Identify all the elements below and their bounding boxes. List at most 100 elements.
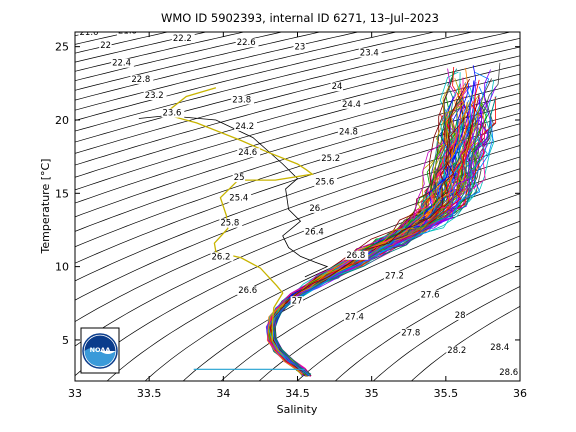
contour-label-halo [111,58,134,68]
contour-label-halo [219,218,243,228]
contour-label: 24.2 [235,122,254,132]
contour-label: 28 [455,311,466,321]
contour-label: 23.4 [360,49,379,59]
contour-label: 25.6 [315,178,334,188]
contour-label-halo [341,99,364,109]
contour-label: 28.6 [499,368,518,378]
contour-label-halo [99,41,112,51]
contour-label: 21.6 [80,28,99,38]
isopycnal-line [75,168,520,377]
isopycnal-line [144,193,520,381]
contour-label-halo [330,82,343,92]
isopycnal-line [220,220,520,381]
contour-label-halo [308,203,321,213]
contour-label-halo [290,296,303,306]
x-tick-label: 35.5 [434,387,459,400]
contour-label-halo [453,310,467,320]
contour-label: 25.8 [220,219,239,229]
profile-line [268,139,488,375]
isopycnal-line [410,305,520,381]
contour-label: 26 [309,204,320,214]
contour-label-halo [400,328,424,338]
contour-label: 25 [234,173,245,183]
noaa-logo-sky [84,335,116,351]
contour-label-halo [384,271,407,281]
isopycnal-line [75,32,512,143]
contour-label: 21.8 [118,27,137,37]
contour-label: 24.4 [342,100,361,110]
isopycnal-line [75,37,520,154]
contour-label-halo [235,38,259,48]
profile-line [271,117,494,376]
profile-line [273,98,496,376]
isopycnal-line [334,268,520,381]
isopycnal-line [258,235,520,381]
isopycnal-line [75,32,284,82]
isopycnal-line [75,32,208,63]
contour-label: 23.6 [163,109,182,119]
isopycnal-line [75,102,520,248]
isopycnal-line [75,32,436,121]
profile-line [267,102,468,375]
contour-label: 27.4 [345,312,364,322]
contour-label: 22 [100,41,111,51]
y-axis-title: Temperature [°C] [39,159,52,255]
profile-line [267,142,444,375]
contour-label-halo [344,312,367,322]
contour-label: 26.8 [346,251,365,261]
profile-line [273,94,480,375]
isopycnal-line [75,32,246,72]
y-tick-label: 10 [55,261,69,274]
contour-label: 28.4 [490,343,509,353]
x-tick-label: 35 [365,387,379,400]
x-axis-title: Salinity [277,403,318,416]
contour-label: 22.2 [173,34,192,44]
contour-label: 25.2 [321,154,340,164]
contour-label-halo [320,154,343,163]
contour-label: 27 [292,296,303,306]
contour-label-halo [303,227,327,237]
contour-label-halo [293,42,306,52]
contour-label-halo [143,91,167,100]
contour-label: 23.8 [232,95,251,105]
contour-label: 26.4 [305,227,324,237]
x-tick-label: 34.5 [285,387,310,400]
isopycnal-line [372,286,520,381]
x-tick-label: 33 [68,387,82,400]
contour-label-halo [419,290,443,300]
contour-label-halo [446,346,470,356]
contour-label-halo [130,74,154,84]
isopycnal-line [182,206,520,381]
contour-label-halo [171,33,195,43]
axis-ticks: 33 33.5 34 34.5 35 35.5 36 5 10 15 20 25 [55,32,527,400]
contour-label: 24.6 [238,148,257,158]
contour-label: 27.6 [421,290,440,300]
contour-label: 24.8 [339,128,358,138]
noaa-logo: NOAA [80,327,120,374]
contour-label-halo [78,32,102,37]
contour-label-halo [237,286,260,295]
isopycnal-line [75,32,474,132]
x-tick-label: 36 [513,387,527,400]
contour-label: 22.4 [112,59,131,69]
contour-label: 26.2 [212,252,231,262]
contour-label: 27.8 [401,329,420,339]
contour-label: 22.6 [237,38,256,48]
contour-label: 26.6 [238,286,257,296]
contour-label-halo [117,32,140,36]
isopycnal-line [296,251,520,381]
contour-label-halo [338,127,361,137]
contour-label: 22.8 [131,75,150,85]
contour-label-halo [345,250,369,260]
y-tick-label: 25 [55,41,69,54]
isopycnal-line [75,156,520,347]
contour-label-halo [228,193,252,203]
contour-label-halo [237,148,260,158]
y-tick-label: 5 [62,334,69,347]
plot-layer: 21.6 21.8 22 22.2 22.4 22.6 22.8 23 23.2 23.4 23.6… [75,27,520,381]
noaa-logo-wave [84,348,116,367]
contour-label-halo [210,252,234,262]
contour-label: 27.2 [385,271,404,281]
noaa-logo-text: NOAA [90,346,111,354]
